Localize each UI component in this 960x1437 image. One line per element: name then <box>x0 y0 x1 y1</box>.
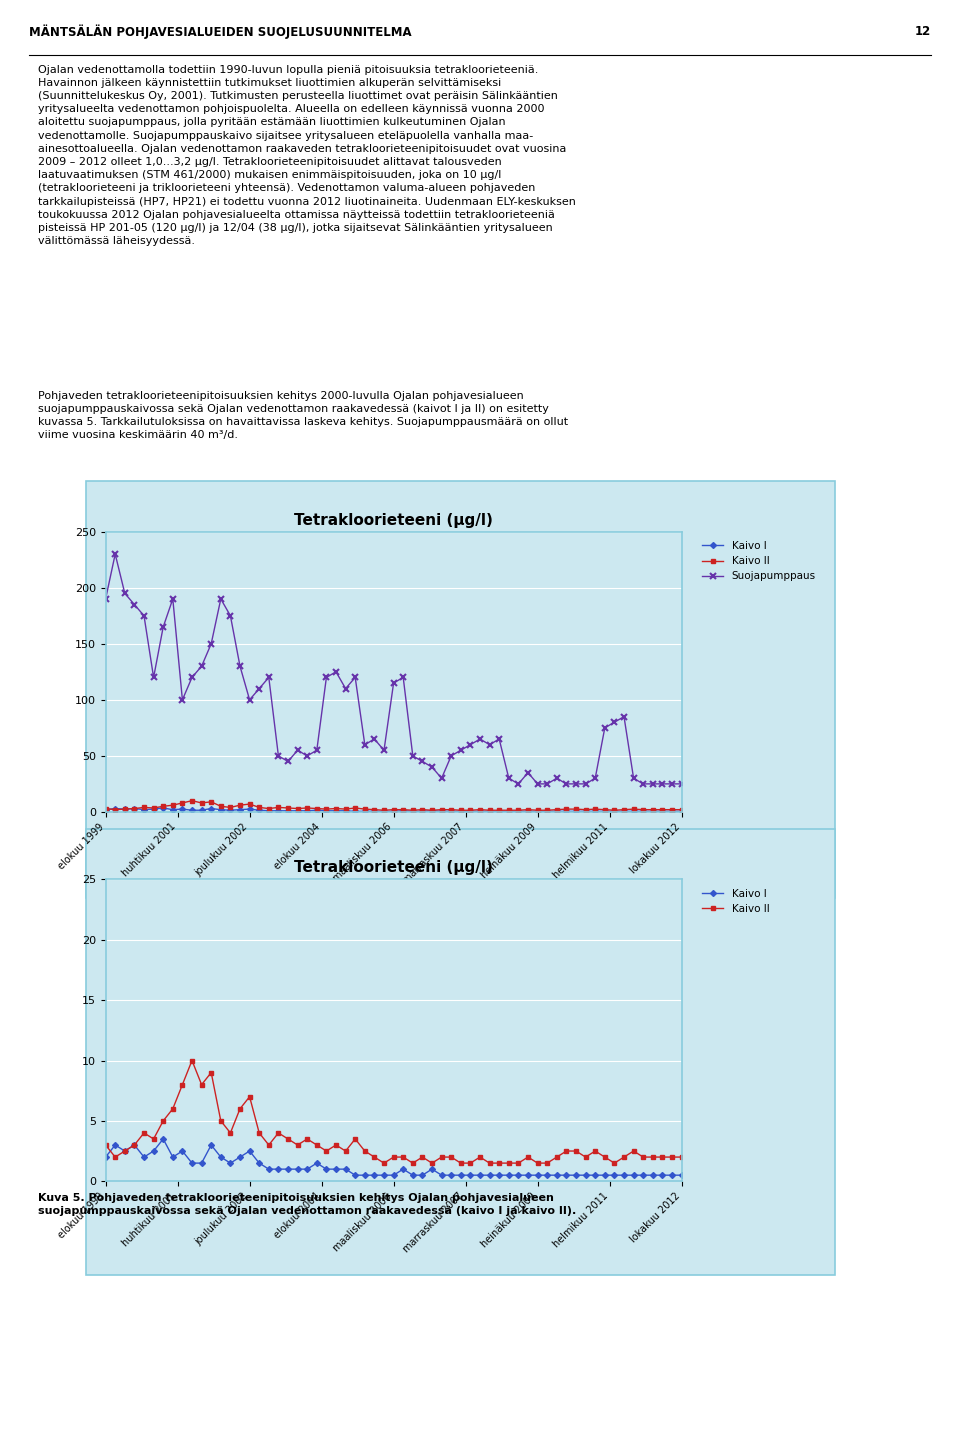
Kaivo I <box>349 803 361 821</box>
Kaivo I <box>100 1148 111 1165</box>
Suojapumppaus <box>455 741 467 759</box>
Kaivo I <box>465 803 476 821</box>
Kaivo II <box>618 800 630 818</box>
Kaivo I <box>225 1154 236 1171</box>
Title: Tetrakloorieteeni (μg/l): Tetrakloorieteeni (μg/l) <box>294 861 493 875</box>
Kaivo II <box>426 1154 438 1171</box>
Kaivo II <box>100 800 111 818</box>
Legend: Kaivo I, Kaivo II: Kaivo I, Kaivo II <box>698 885 774 918</box>
Line: Suojapumppaus: Suojapumppaus <box>102 550 685 787</box>
Suojapumppaus <box>109 546 121 563</box>
Line: Kaivo I: Kaivo I <box>104 806 684 813</box>
Kaivo I <box>311 1154 323 1171</box>
Kaivo II <box>244 1088 255 1105</box>
Kaivo II <box>311 800 323 818</box>
Kaivo I <box>349 1167 361 1184</box>
Kaivo I <box>426 1161 438 1178</box>
Line: Kaivo II: Kaivo II <box>103 1058 684 1165</box>
Kaivo I <box>618 803 630 821</box>
Kaivo I <box>426 802 438 819</box>
Text: MÄNTSÄLÄN POHJAVESIALUEIDEN SUOJELUSUUNNITELMA: MÄNTSÄLÄN POHJAVESIALUEIDEN SUOJELUSUUNN… <box>29 24 412 39</box>
Kaivo II <box>378 1154 390 1171</box>
Suojapumppaus <box>618 708 630 726</box>
Kaivo I <box>100 800 111 818</box>
Kaivo II <box>676 1148 687 1165</box>
Kaivo II <box>311 1137 323 1154</box>
Kaivo I <box>311 802 323 819</box>
Kaivo II <box>225 1124 236 1141</box>
Kaivo II <box>100 1137 111 1154</box>
Kaivo I <box>157 1131 169 1148</box>
Suojapumppaus <box>513 775 524 792</box>
Kaivo I <box>618 1167 630 1184</box>
Kaivo I <box>244 800 255 818</box>
Kaivo I <box>465 1167 476 1184</box>
Suojapumppaus <box>225 606 236 624</box>
Kaivo II <box>465 802 476 819</box>
Text: Ojalan vedenottamolla todettiin 1990-luvun lopulla pieniä pitoisuuksia tetrakloo: Ojalan vedenottamolla todettiin 1990-luv… <box>38 65 576 246</box>
Kaivo II <box>676 800 687 818</box>
Kaivo I <box>676 1167 687 1184</box>
Kaivo I <box>225 802 236 819</box>
Kaivo II <box>465 1154 476 1171</box>
Title: Tetrakloorieteeni (μg/l): Tetrakloorieteeni (μg/l) <box>294 513 493 527</box>
Kaivo II <box>225 799 236 816</box>
Text: Pohjaveden tetrakloorieteenipitoisuuksien kehitys 2000-luvulla Ojalan pohjavesia: Pohjaveden tetrakloorieteenipitoisuuksie… <box>38 391 568 441</box>
Suojapumppaus <box>100 591 111 608</box>
Suojapumppaus <box>676 775 687 792</box>
Text: Kuva 5. Pohjaveden tetrakloorieteenipitoisuuksien kehitys Ojalan pohjavesialueen: Kuva 5. Pohjaveden tetrakloorieteenipito… <box>38 1193 577 1216</box>
Kaivo I <box>676 803 687 821</box>
Suojapumppaus <box>311 741 323 759</box>
Legend: Kaivo I, Kaivo II, Suojapumppaus: Kaivo I, Kaivo II, Suojapumppaus <box>698 537 820 586</box>
Suojapumppaus <box>417 753 428 770</box>
Kaivo II <box>378 802 390 819</box>
Suojapumppaus <box>244 691 255 708</box>
Kaivo II <box>244 796 255 813</box>
Kaivo II <box>426 802 438 819</box>
Kaivo I <box>157 799 169 816</box>
Kaivo II <box>618 1148 630 1165</box>
Kaivo I <box>244 1142 255 1160</box>
Line: Kaivo I: Kaivo I <box>104 1137 684 1177</box>
Text: 12: 12 <box>915 24 931 39</box>
Kaivo II <box>186 792 198 809</box>
Line: Kaivo II: Kaivo II <box>103 799 684 813</box>
Kaivo II <box>186 1052 198 1069</box>
